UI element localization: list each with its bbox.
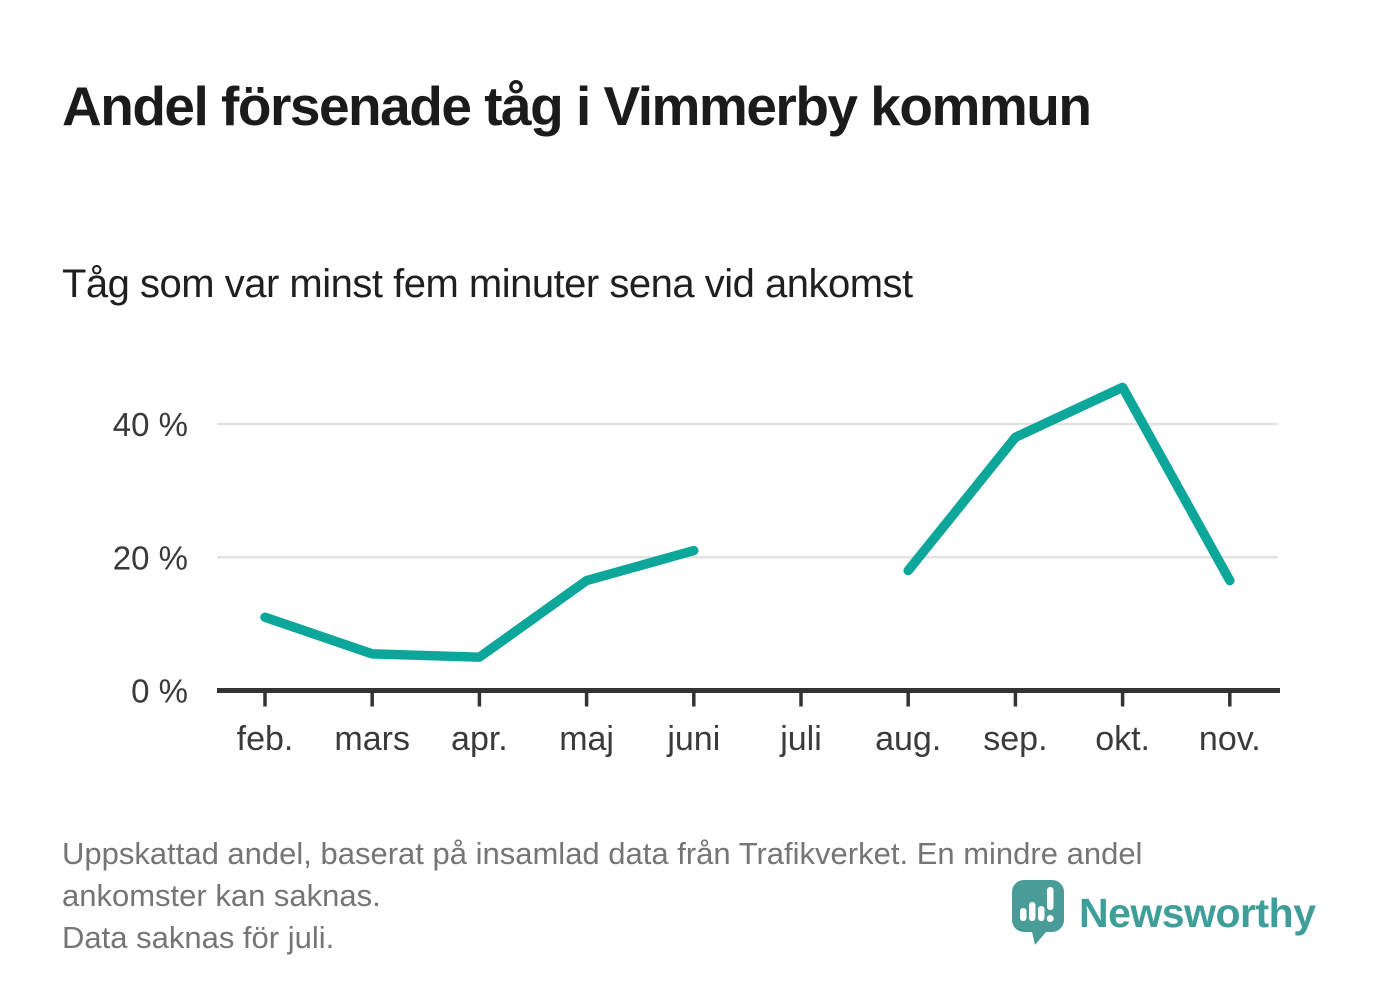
y-tick-label: 20 % xyxy=(113,539,188,576)
bar-glyph-medium xyxy=(1038,906,1045,921)
x-tick-label: maj xyxy=(559,720,614,758)
x-tick-label: apr. xyxy=(451,720,508,758)
footnote-line: ankomster kan saknas. xyxy=(62,878,381,913)
delayed-trains-line-segment xyxy=(903,382,1235,586)
x-tick-label: juni xyxy=(666,720,720,758)
chart-subtitle: Tåg som var minst fem minuter sena vid a… xyxy=(62,262,913,306)
y-tick-label: 40 % xyxy=(113,406,188,443)
y-tick-label: 0 % xyxy=(131,673,188,710)
newsworthy-logo: Newsworthy xyxy=(1012,880,1316,946)
delayed-trains-line-segment xyxy=(260,545,699,662)
exclamation-bar-glyph xyxy=(1047,887,1054,910)
x-tick-label: mars xyxy=(334,720,410,758)
bar-glyph-tall xyxy=(1029,902,1036,921)
x-tick-label: aug. xyxy=(875,720,941,758)
footnote-line-missing-data: Data saknas för juli. xyxy=(62,920,335,955)
x-tick-label: okt. xyxy=(1095,720,1150,758)
exclamation-dot-glyph xyxy=(1046,915,1054,922)
newsworthy-logo-text: Newsworthy xyxy=(1079,889,1316,936)
chart-footnote: Uppskattad andel, baserat på insamlad da… xyxy=(62,833,1142,959)
bar-glyph-small xyxy=(1020,908,1027,921)
x-tick-label: nov. xyxy=(1199,720,1261,758)
x-tick-label: juli xyxy=(779,720,822,758)
newsworthy-speech-bubble-bar-chart-icon xyxy=(1012,880,1064,945)
x-tick-label: feb. xyxy=(237,720,294,758)
x-tick-label: sep. xyxy=(983,720,1047,758)
chart-title: Andel försenade tåg i Vimmerby kommun xyxy=(62,75,1092,137)
footnote-line: Uppskattad andel, baserat på insamlad da… xyxy=(62,836,1143,871)
